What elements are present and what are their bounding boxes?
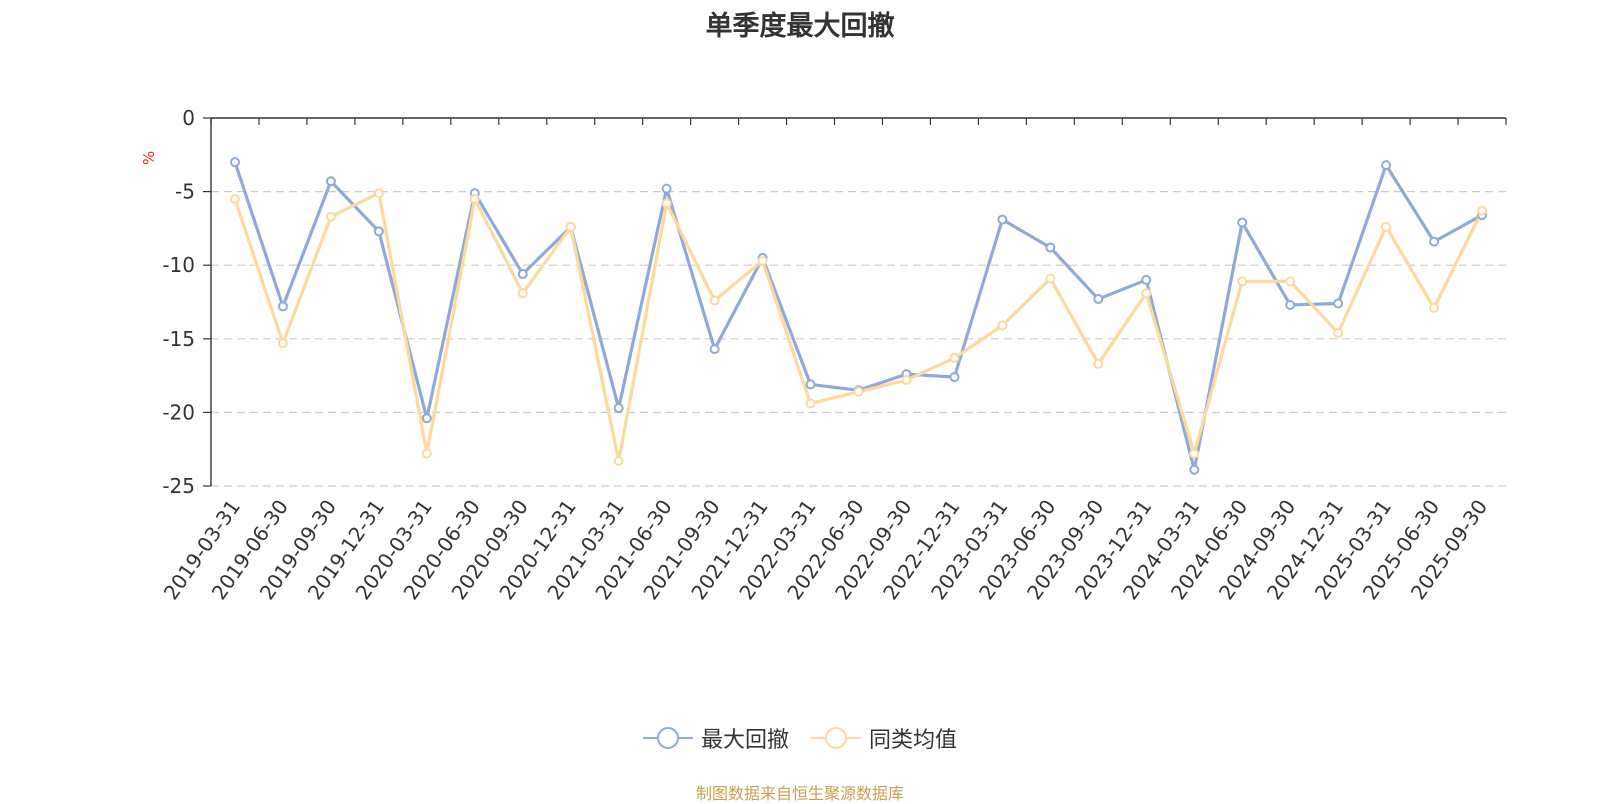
data-point-series-2 — [229, 193, 240, 204]
data-point-series-1 — [1189, 464, 1200, 475]
data-point-series-2 — [517, 288, 528, 299]
series-line-2 — [233, 191, 1484, 463]
data-point-series-1 — [1237, 217, 1248, 228]
data-point-series-2 — [997, 320, 1008, 331]
data-point-series-2 — [277, 338, 288, 349]
data-point-series-2 — [1237, 276, 1248, 287]
data-point-series-1 — [325, 176, 336, 187]
y-tick-label: -15 — [162, 327, 195, 351]
data-point-series-2 — [1189, 448, 1200, 459]
data-point-series-1 — [1333, 298, 1344, 309]
source-note: 制图数据来自恒生聚源数据库 — [695, 784, 904, 803]
data-point-series-2 — [613, 455, 624, 466]
legend-item-1[interactable]: 最大回撤 — [642, 722, 789, 754]
legend-marker-icon — [642, 727, 693, 749]
data-point-series-1 — [229, 157, 240, 168]
data-point-series-2 — [469, 193, 480, 204]
chart-title: 单季度最大回撤 — [705, 11, 895, 42]
legend: 最大回撤 同类均值 — [0, 722, 1600, 754]
data-point-series-2 — [1093, 358, 1104, 369]
data-point-series-2 — [901, 375, 912, 386]
data-point-series-1 — [277, 301, 288, 312]
legend-item-2[interactable]: 同类均值 — [811, 722, 957, 754]
y-tick-label: -25 — [162, 474, 195, 498]
y-tick-label: 0 — [182, 106, 195, 130]
data-point-series-1 — [949, 372, 960, 383]
data-point-series-2 — [1429, 302, 1440, 313]
data-point-series-2 — [661, 198, 672, 209]
legend-marker-icon — [811, 727, 861, 749]
data-point-series-1 — [1093, 294, 1104, 305]
data-point-series-2 — [1381, 221, 1392, 232]
data-point-series-2 — [421, 448, 432, 459]
data-point-series-2 — [1333, 327, 1344, 338]
data-point-series-1 — [1429, 236, 1440, 247]
data-point-series-1 — [997, 214, 1008, 225]
data-point-series-2 — [325, 211, 336, 222]
y-tick-label: -20 — [162, 400, 195, 424]
legend-label: 最大回撤 — [700, 728, 789, 753]
data-point-series-1 — [613, 402, 624, 413]
data-point-series-2 — [949, 352, 960, 363]
data-point-series-1 — [1381, 160, 1392, 171]
legend-label: 同类均值 — [869, 728, 958, 753]
data-point-series-2 — [805, 398, 816, 409]
data-point-series-2 — [565, 221, 576, 232]
data-point-series-1 — [661, 183, 672, 194]
data-point-series-1 — [1045, 242, 1056, 253]
data-point-series-1 — [709, 344, 720, 355]
y-axis-label: % — [140, 151, 158, 165]
data-point-series-2 — [853, 386, 864, 397]
data-point-series-1 — [805, 379, 816, 390]
data-point-series-2 — [1141, 288, 1152, 299]
y-tick-label: -10 — [162, 253, 195, 277]
data-point-series-2 — [709, 295, 720, 306]
data-point-series-1 — [1141, 274, 1152, 285]
data-point-series-1 — [517, 269, 528, 280]
data-point-series-2 — [1045, 273, 1056, 284]
data-point-series-2 — [1477, 205, 1488, 216]
data-point-series-1 — [1285, 299, 1296, 310]
y-tick-label: -5 — [175, 180, 195, 204]
data-point-series-2 — [373, 188, 384, 199]
data-point-series-2 — [757, 255, 768, 266]
data-point-series-1 — [421, 413, 432, 424]
data-point-series-1 — [373, 226, 384, 237]
data-point-series-2 — [1285, 276, 1296, 287]
